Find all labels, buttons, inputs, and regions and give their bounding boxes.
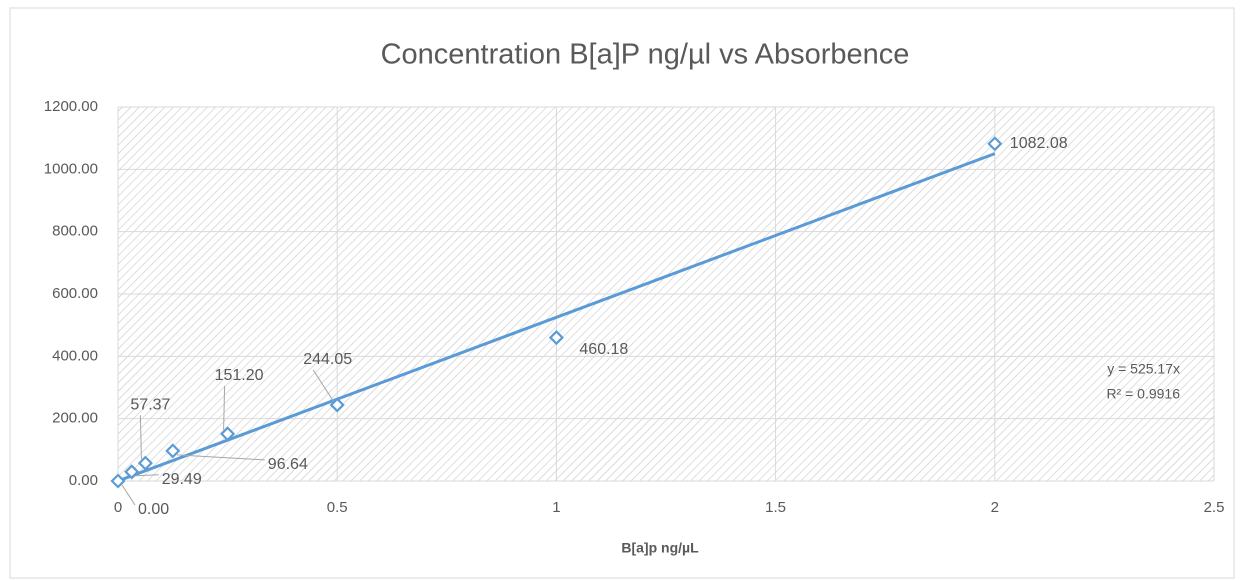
leader-line (312, 369, 334, 402)
data-label: 460.18 (579, 341, 628, 358)
point (110, 473, 126, 489)
point (987, 136, 1003, 152)
x-tick-label: 2 (991, 499, 999, 516)
point (165, 443, 181, 459)
trendline (117, 152, 996, 483)
trendline-equation: y = 525.17x (1107, 361, 1180, 377)
y-tick-label: 800.00 (52, 223, 98, 240)
point (548, 330, 564, 346)
data-label: 1082.08 (1010, 135, 1068, 152)
data-label: 29.49 (162, 471, 202, 488)
trendline-r2: R² = 0.9916 (1106, 386, 1180, 402)
y-tick-label: 200.00 (52, 410, 98, 427)
point (329, 397, 345, 413)
data-label: 57.37 (130, 396, 170, 413)
x-tick-label: 0 (114, 499, 122, 516)
leader-line (121, 484, 136, 506)
data-label: 96.64 (268, 456, 308, 473)
x-axis-title: B[a]p ng/µL (621, 540, 699, 556)
leader-line (223, 385, 226, 430)
point (137, 455, 153, 471)
point (220, 426, 236, 442)
chart-title: Concentration B[a]P ng/µl vs Absorbence (381, 39, 910, 71)
y-tick-label: 1000.00 (44, 160, 98, 177)
point (124, 464, 140, 480)
data-label: 244.05 (303, 351, 352, 368)
x-tick-label: 1 (552, 499, 560, 516)
x-tick-label: 0.5 (327, 499, 348, 516)
y-tick-label: 600.00 (52, 285, 98, 302)
data-label: 0.00 (138, 501, 169, 518)
leader-line (139, 415, 142, 460)
x-tick-label: 1.5 (765, 499, 786, 516)
y-tick-label: 1200.00 (44, 98, 98, 115)
leader-line (176, 454, 265, 461)
y-tick-label: 0.00 (69, 472, 98, 489)
leader-line (135, 474, 159, 477)
y-tick-label: 400.00 (52, 347, 98, 364)
x-tick-label: 2.5 (1204, 499, 1225, 516)
data-label: 151.20 (215, 367, 264, 384)
